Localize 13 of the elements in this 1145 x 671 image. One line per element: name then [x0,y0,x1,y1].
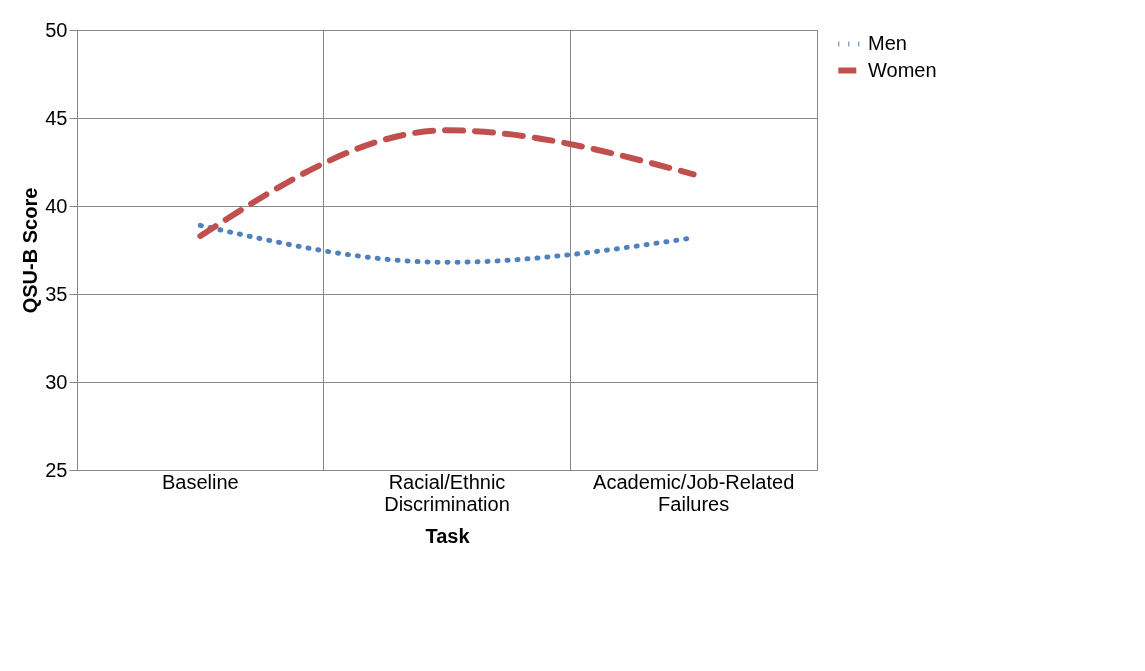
y-tick-label: 25 [45,458,68,481]
legend-label: Women [868,58,937,81]
y-tick-label: 50 [45,18,68,41]
y-axis-title: QSU-B Score [19,187,42,314]
x-tick-label: Academic/Job-Related Failures [593,470,795,515]
x-axis-title: Task [425,524,471,547]
y-tick-label: 30 [45,370,68,393]
x-tick-label: Baseline [161,470,239,493]
x-tick-label: Racial/Ethnic Discrimination [384,470,510,515]
legend-label: Men [868,32,907,54]
y-tick-label: 35 [45,282,68,305]
y-tick-label: 45 [45,106,68,129]
y-tick-label: 40 [45,194,68,217]
